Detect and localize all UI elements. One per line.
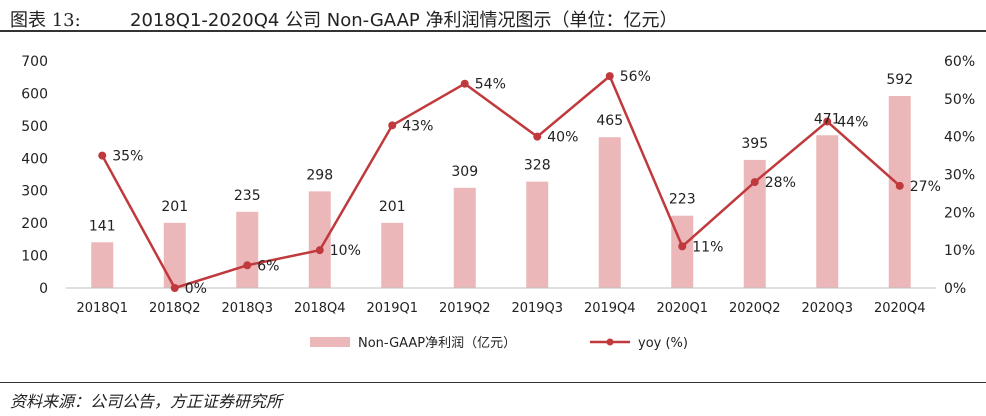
bar-value-label: 328: [524, 158, 551, 174]
source-note: 资料来源：公司公告，方正证券研究所: [10, 392, 283, 411]
x-tick-label: 2018Q2: [149, 301, 201, 316]
yoy-point-2018Q3: [243, 261, 252, 270]
right-axis-ticks: 0% 10% 20% 30% 40% 50% 60%: [944, 54, 975, 297]
figure-header: 图表 13: 2018Q1-2020Q4 公司 Non-GAAP 净利润情况图示…: [0, 0, 986, 32]
figure-label: 图表 13:: [10, 10, 81, 31]
yoy-value-label: 11%: [692, 239, 723, 255]
x-tick-label: 2019Q2: [439, 301, 491, 316]
yoy-value-label: 56%: [620, 69, 651, 85]
right-axis-tick-label: 0%: [944, 281, 966, 297]
yoy-point-2019Q3: [533, 132, 542, 141]
bar-value-label: 201: [379, 199, 406, 215]
bar-2019Q3: [526, 181, 549, 288]
yoy-point-2020Q3: [823, 117, 832, 126]
bar-2018Q4: [308, 191, 331, 288]
yoy-point-2019Q1: [388, 121, 397, 130]
right-axis-tick-label: 60%: [944, 54, 975, 70]
bar-2020Q4: [888, 96, 911, 288]
chart-title: 2018Q1-2020Q4 公司 Non-GAAP 净利润情况图示（单位：亿元）: [130, 10, 678, 31]
right-axis-tick-label: 10%: [944, 243, 975, 259]
line-series: [98, 72, 904, 292]
yoy-point-2020Q2: [750, 178, 759, 187]
legend-bar-label: Non-GAAP净利润（亿元）: [358, 336, 516, 351]
bar-2020Q3: [816, 135, 839, 288]
yoy-value-label: 44%: [837, 115, 868, 131]
left-axis-tick-label: 0: [39, 281, 48, 297]
yoy-point-2020Q1: [678, 242, 687, 251]
x-tick-label: 2019Q4: [584, 301, 636, 316]
legend-line-label: yoy (%): [638, 336, 688, 351]
yoy-value-label: 28%: [765, 175, 796, 191]
bar-value-label: 395: [741, 136, 768, 152]
right-axis-tick-label: 40%: [944, 130, 975, 146]
left-axis-tick-label: 100: [21, 249, 48, 265]
x-tick-label: 2018Q4: [294, 301, 346, 316]
x-tick-label: 2019Q1: [366, 301, 418, 316]
yoy-line: [101, 74, 901, 290]
legend-bar-swatch: [310, 337, 350, 347]
yoy-value-label: 43%: [402, 118, 433, 134]
footer-divider: [0, 382, 986, 383]
bar-value-label: 201: [161, 199, 188, 215]
legend-line-marker: [606, 338, 614, 346]
bar-2019Q4: [598, 137, 621, 288]
yoy-value-label: 40%: [547, 130, 578, 146]
yoy-value-label: 35%: [112, 149, 143, 165]
bar-value-label: 223: [669, 192, 696, 208]
bar-series: [91, 96, 911, 288]
right-axis-tick-label: 50%: [944, 92, 975, 108]
yoy-point-2019Q4: [605, 72, 614, 81]
x-tick-label: 2018Q3: [221, 301, 273, 316]
bar-value-label: 235: [234, 188, 261, 204]
bar-data-labels: 141 201 235 298 201 309 328 465 223 395 471 592: [89, 72, 913, 234]
yoy-value-label: 27%: [910, 179, 941, 195]
yoy-value-label: 6%: [257, 258, 279, 274]
left-axis-tick-label: 600: [21, 86, 48, 102]
right-axis-tick-label: 20%: [944, 205, 975, 221]
yoy-value-label: 10%: [330, 243, 361, 259]
left-axis-ticks: 0 100 200 300 400 500 600 700: [21, 54, 48, 297]
left-axis-tick-label: 700: [21, 54, 48, 70]
x-tick-label: 2020Q4: [874, 301, 926, 316]
left-axis-tick-label: 400: [21, 151, 48, 167]
bar-value-label: 309: [451, 164, 478, 180]
yoy-point-2018Q4: [315, 246, 324, 255]
yoy-value-label: 54%: [475, 77, 506, 93]
combo-chart: 0 100 200 300 400 500 600 700 0% 10% 20% 30% 40% 50%…: [21, 54, 975, 351]
left-axis-tick-label: 200: [21, 216, 48, 232]
bar-2019Q2: [453, 187, 476, 288]
bar-value-label: 465: [596, 113, 623, 129]
line-data-labels: 35% 0% 6% 10% 43% 54% 40% 56% 11% 28% 44% 27%: [112, 69, 941, 297]
yoy-point-2018Q2: [170, 284, 179, 292]
left-axis-tick-label: 500: [21, 119, 48, 135]
x-tick-label: 2020Q2: [729, 301, 781, 316]
bar-2018Q3: [236, 211, 259, 288]
x-tick-label: 2020Q1: [656, 301, 708, 316]
right-axis-tick-label: 30%: [944, 168, 975, 184]
left-axis-tick-label: 300: [21, 184, 48, 200]
x-tick-label: 2020Q3: [801, 301, 853, 316]
bar-2018Q1: [91, 242, 114, 288]
x-axis-ticks: 2018Q1 2018Q2 2018Q3 2018Q4 2019Q1 2019Q2 2019…: [76, 301, 925, 316]
bar-2018Q2: [163, 222, 186, 288]
bar-2020Q2: [743, 159, 766, 288]
yoy-point-2019Q2: [460, 79, 469, 88]
legend: Non-GAAP净利润（亿元） yoy (%): [310, 336, 688, 351]
bar-value-label: 141: [89, 218, 116, 234]
bar-value-label: 471: [814, 111, 841, 127]
x-tick-label: 2018Q1: [76, 301, 128, 316]
yoy-value-label: 0%: [185, 281, 207, 297]
x-tick-label: 2019Q3: [511, 301, 563, 316]
bar-value-label: 592: [886, 72, 913, 88]
bar-value-label: 298: [306, 167, 333, 183]
yoy-point-2020Q4: [895, 181, 904, 190]
yoy-point-2018Q1: [98, 151, 107, 160]
bar-2019Q1: [381, 222, 404, 288]
